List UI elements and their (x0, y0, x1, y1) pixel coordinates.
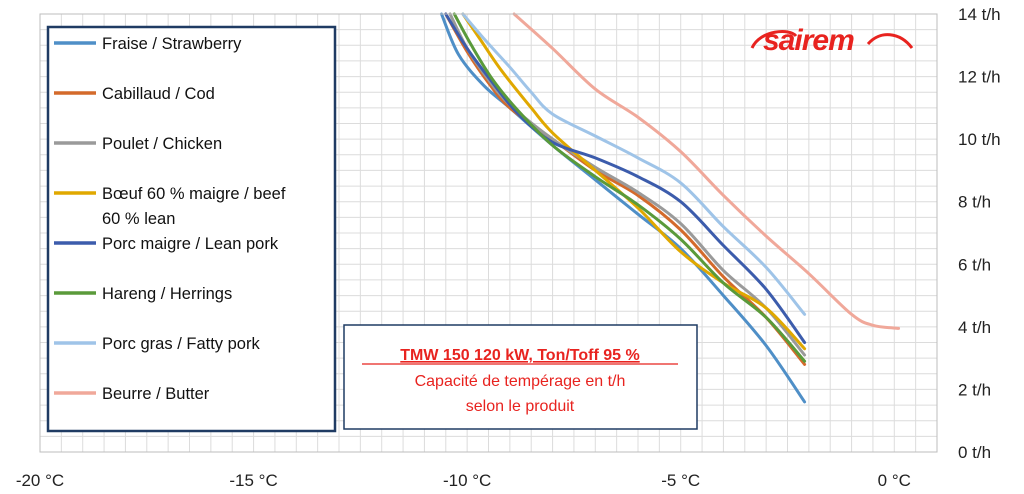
series-line-7 (461, 12, 807, 316)
annotation: TMW 150 120 kW, Ton/Toff 95 % Capacité d… (343, 324, 698, 430)
legend-label: Cabillaud / Cod (102, 85, 215, 103)
legend-label: Poulet / Chicken (102, 135, 222, 153)
y-tick-label: 14 t/h (958, 5, 1001, 24)
series-lines (440, 12, 901, 404)
sairem-logo: sairem (750, 24, 914, 57)
series-line-6 (452, 12, 807, 363)
legend-label: Porc gras / Fatty pork (102, 335, 260, 353)
x-tick-label: -20 °C (16, 471, 64, 490)
logo-text: sairem (763, 24, 854, 57)
legend-label: Fraise / Strawberry (102, 35, 242, 53)
series-line-4 (461, 12, 807, 351)
y-tick-label: 2 t/h (958, 380, 991, 399)
y-tick-label: 10 t/h (958, 130, 1001, 149)
legend-label: Hareng / Herrings (102, 285, 232, 303)
series-line-8 (512, 12, 901, 330)
logo-swoosh-left (750, 30, 798, 49)
series-line-5 (444, 12, 807, 344)
logo-swoosh-right (866, 33, 914, 49)
y-tick-label: 12 t/h (958, 68, 1001, 87)
x-tick-label: 0 °C (878, 471, 911, 490)
annotation-title: TMW 150 120 kW, Ton/Toff 95 % (400, 347, 639, 364)
legend: Fraise / Strawberry Cabillaud / Cod Poulet… (46, 25, 337, 433)
annotation-box (343, 324, 698, 430)
annotation-line-2: selon le produit (466, 398, 575, 415)
legend-label-continued: 60 % lean (102, 210, 175, 228)
annotation-line-1: Capacité de tempérage en t/h (415, 373, 626, 390)
legend-label: Bœuf 60 % maigre / beef (102, 185, 286, 203)
x-tick-label: -5 °C (661, 471, 700, 490)
x-tick-label: -10 °C (443, 471, 491, 490)
y-tick-label: 6 t/h (958, 255, 991, 274)
x-axis: -20 °C -15 °C -10 °C -5 °C 0 °C (16, 471, 911, 490)
legend-label: Porc maigre / Lean pork (102, 235, 279, 253)
y-axis: 0 t/h 2 t/h 4 t/h 6 t/h 8 t/h 10 t/h 12 t/h 14 … (958, 5, 1001, 462)
x-tick-label: -15 °C (229, 471, 277, 490)
y-tick-label: 8 t/h (958, 193, 991, 212)
plot-frame (39, 13, 938, 453)
series-line-1 (440, 12, 807, 404)
legend-label: Beurre / Butter (102, 385, 210, 403)
y-tick-label: 4 t/h (958, 318, 991, 337)
y-tick-label: 0 t/h (958, 443, 991, 462)
